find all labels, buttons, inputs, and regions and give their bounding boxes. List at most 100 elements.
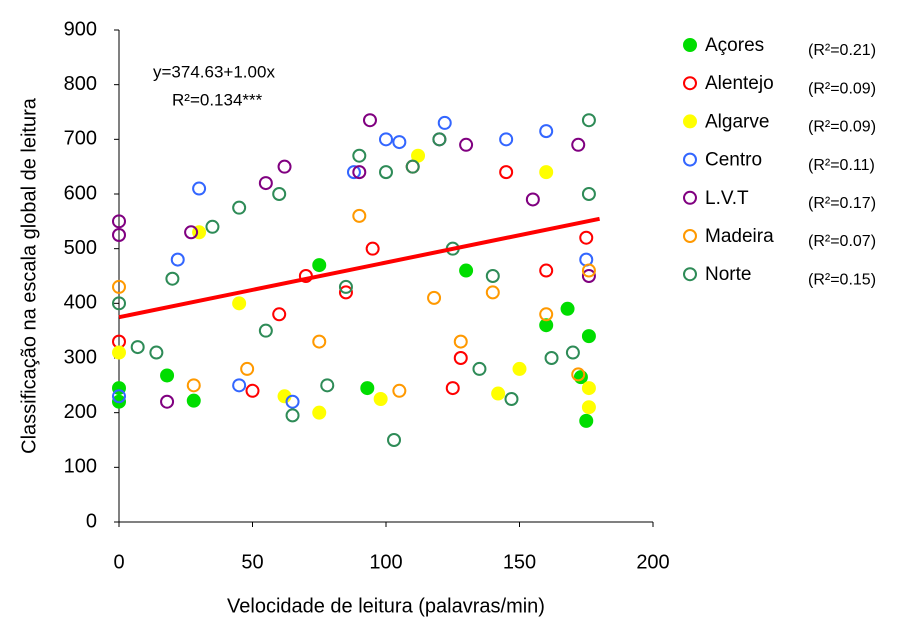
point — [277, 159, 292, 174]
point — [320, 378, 335, 393]
point — [186, 378, 201, 393]
x-tick-label: 150 — [503, 551, 536, 573]
legend-r2: (R²=0.21) — [808, 42, 876, 59]
point — [232, 296, 247, 311]
point — [184, 225, 199, 240]
point — [149, 345, 164, 360]
point — [112, 214, 126, 229]
point — [571, 137, 586, 152]
point — [539, 263, 554, 278]
point — [352, 148, 367, 163]
point — [573, 370, 588, 385]
point — [512, 361, 527, 376]
point — [362, 113, 377, 128]
legend-marker — [683, 190, 697, 205]
point — [499, 165, 514, 180]
y-tick-label: 700 — [64, 128, 97, 150]
legend-marker — [683, 152, 697, 167]
legend-r2: (R²=0.15) — [808, 271, 876, 288]
point — [392, 135, 407, 150]
legend-r2: (R²=0.17) — [808, 195, 876, 212]
legend-marker — [683, 114, 697, 129]
x-tick-label: 200 — [636, 551, 669, 573]
point — [491, 386, 506, 401]
legend-r2: (R²=0.07) — [808, 233, 876, 250]
point — [560, 301, 575, 316]
point — [539, 318, 554, 333]
point — [373, 392, 388, 406]
legend-label: L.V.T — [705, 188, 749, 209]
point — [232, 378, 247, 393]
point — [539, 307, 554, 322]
point — [112, 228, 126, 242]
point — [581, 113, 596, 128]
y-tick-label: 200 — [64, 401, 97, 423]
point — [165, 271, 180, 286]
point — [581, 269, 596, 283]
point — [539, 124, 554, 139]
legend-r2: (R²=0.11) — [808, 157, 875, 174]
y-tick-label: 100 — [64, 456, 97, 478]
point — [504, 392, 519, 406]
annotation: R²=0.134*** — [172, 90, 263, 109]
point — [379, 132, 393, 147]
point — [272, 187, 287, 201]
point — [285, 408, 300, 423]
point — [459, 137, 474, 152]
point — [232, 200, 247, 215]
point — [352, 208, 367, 223]
point — [360, 381, 375, 396]
point — [485, 269, 500, 283]
point — [346, 165, 361, 180]
point — [571, 367, 586, 382]
point — [312, 405, 327, 420]
y-tick-label: 500 — [64, 237, 97, 259]
point — [160, 368, 175, 383]
point — [485, 285, 500, 300]
point — [445, 381, 460, 396]
legend-r2: (R²=0.09) — [808, 80, 876, 97]
legend-label: Algarve — [705, 111, 769, 132]
point — [205, 219, 220, 234]
point — [112, 345, 126, 360]
point — [581, 329, 596, 344]
point — [160, 394, 175, 409]
annotation: y=374.63+1.00x — [153, 62, 275, 81]
point — [437, 115, 452, 130]
y-tick-label: 800 — [64, 73, 97, 95]
y-tick-label: 300 — [64, 346, 97, 368]
legend-marker — [683, 38, 697, 52]
point — [112, 389, 126, 404]
point — [258, 176, 273, 191]
point — [472, 361, 487, 376]
point — [112, 279, 126, 294]
point — [312, 258, 327, 273]
point — [186, 393, 201, 408]
trendline — [118, 216, 601, 320]
legend-marker — [683, 229, 697, 243]
legend-marker — [683, 267, 697, 282]
point — [459, 263, 474, 278]
point — [285, 394, 300, 409]
point — [192, 181, 207, 196]
point — [581, 187, 596, 201]
point — [405, 159, 420, 174]
point — [352, 165, 367, 180]
point — [170, 252, 185, 267]
y-tick-label: 600 — [64, 182, 97, 204]
point — [272, 307, 287, 322]
point — [565, 345, 580, 360]
y-tick-label: 0 — [86, 510, 97, 532]
point — [453, 351, 468, 365]
point — [258, 323, 273, 338]
point — [427, 290, 442, 305]
point — [432, 132, 447, 147]
point — [579, 413, 594, 428]
point — [112, 296, 126, 311]
point — [581, 263, 596, 278]
legend-label: Alentejo — [705, 73, 774, 94]
point — [581, 400, 596, 415]
y-tick-label: 400 — [64, 292, 97, 314]
point — [130, 340, 145, 355]
x-axis-label: Velocidade de leitura (palavras/min) — [227, 595, 545, 617]
